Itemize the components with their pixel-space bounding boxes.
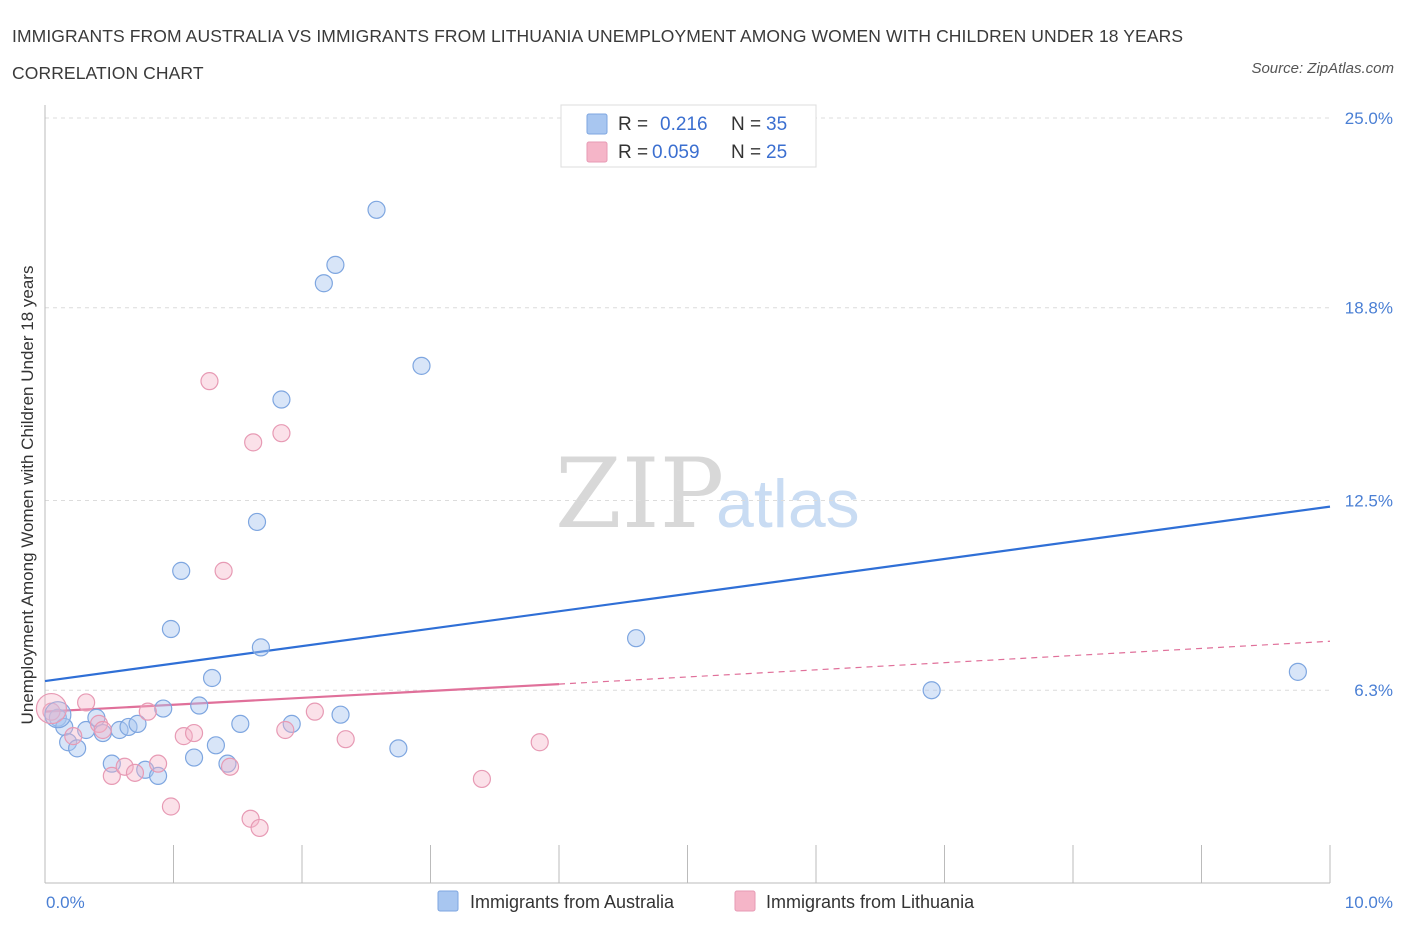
lithuania-point-7 [138,702,157,721]
australia-point-30 [389,739,408,758]
australia-point-32 [626,629,646,648]
lithuania-point-19 [276,720,295,740]
lithuania-trend-line-extension [558,640,1331,685]
lithuania-trend-line [44,683,560,713]
australia-point-21 [231,714,250,733]
australia-point-15 [172,561,191,580]
bottom-legend-lithuania: Immigrants from Lithuania [766,892,975,912]
australia-point-14 [161,619,181,639]
lithuania-point-14 [220,757,240,776]
data-points [35,200,1307,838]
lithuania-point-24 [93,720,112,740]
bottom-legend-swatch-australia [437,890,459,912]
lithuania-point-11 [184,723,204,743]
lithuania-point-23 [530,733,549,752]
australia-point-13 [154,699,173,718]
chart-title: IMMIGRANTS FROM AUSTRALIA VS IMMIGRANTS … [12,26,1184,83]
legend-r-value-2: 0.059 [652,142,700,163]
australia-point-10 [128,714,147,733]
legend-r-value-1: 0.216 [660,114,708,135]
australia-cluster-point [44,701,72,729]
lithuania-point-1 [64,727,83,746]
lithuania-point-2 [77,693,96,712]
australia-point-27 [326,255,345,274]
legend-swatch-australia [586,113,608,135]
australia-point-26 [314,274,333,293]
australia-point-17 [190,696,209,715]
australia-point-23 [251,638,270,657]
legend-n-value-1: 35 [766,114,787,135]
lithuania-point-5 [115,757,134,776]
lithuania-point-12 [200,372,219,391]
lithuania-point-13 [214,561,233,580]
australia-point-24 [272,390,291,409]
australia-point-34 [1288,662,1307,681]
y-tick-label-1: 18.8% [1345,299,1393,318]
lithuania-point-21 [336,730,355,749]
trend-lines [44,505,1331,713]
legend-swatch-lithuania [586,141,608,163]
x-tick-label-min: 0.0% [46,893,85,912]
lithuania-point-8 [148,754,168,773]
legend-n-label-2: N = [731,142,761,163]
australia-point-18 [202,668,222,688]
australia-point-19 [206,736,226,755]
lithuania-point-10 [174,727,193,746]
australia-point-20 [218,754,237,773]
stats-legend: R = 0.216 N = 35 R = 0.059 N = 25 [560,104,817,168]
australia-point-31 [412,356,431,375]
legend-n-label-1: N = [731,114,761,135]
lithuania-point-4 [102,766,121,786]
lithuania-cluster-point [35,692,68,725]
axes [44,105,1331,884]
y-tick-labels: 25.0% 18.8% 12.5% 6.3% [1345,109,1393,700]
y-axis-label: Unemployment Among Women with Children U… [18,266,37,725]
y-tick-label-2: 12.5% [1345,492,1393,511]
gridlines [45,117,1330,691]
lithuania-point-6 [125,763,145,782]
lithuania-point-20 [305,702,324,721]
australia-point-28 [331,705,350,724]
y-tick-label-0: 25.0% [1345,109,1393,128]
australia-point-16 [184,748,204,767]
legend-r-label-2: R = [618,142,648,163]
bottom-legend-swatch-lithuania [734,890,756,912]
lithuania-point-9 [161,797,181,816]
watermark-atlas: atlas [716,466,860,542]
lithuania-point-16 [244,433,263,452]
source-label: Source: ZipAtlas.com [1251,60,1394,77]
legend-r-label-1: R = [618,114,648,135]
lithuania-point-17 [250,818,269,838]
bottom-legend-australia: Immigrants from Australia [470,892,675,912]
lithuania-point-18 [272,424,291,443]
australia-point-33 [922,681,941,700]
australia-trend-line [44,505,1331,683]
australia-point-29 [367,200,386,219]
y-tick-label-3: 6.3% [1354,681,1393,700]
australia-point-22 [247,512,267,532]
x-tick-label-max: 10.0% [1345,893,1393,912]
watermark-zip: ZIP [555,438,724,550]
series-legend: Immigrants from Australia Immigrants fro… [437,890,975,912]
x-tick-labels: 0.0% 10.0% [46,893,1393,912]
legend-n-value-2: 25 [766,142,787,163]
lithuania-point-22 [472,769,491,789]
